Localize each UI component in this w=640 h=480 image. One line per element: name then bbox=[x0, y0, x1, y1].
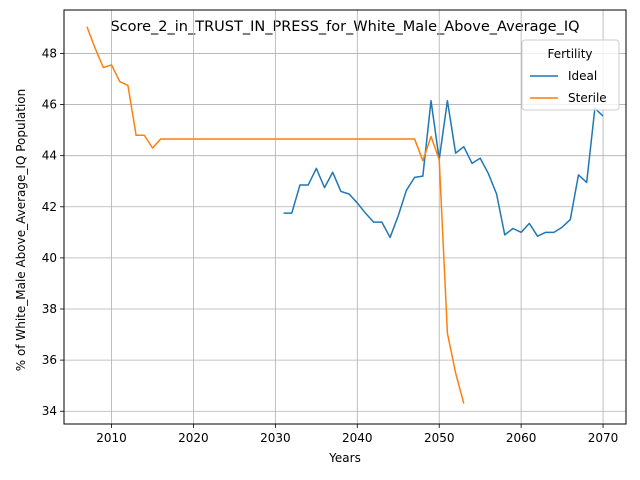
x-tick-label: 2050 bbox=[424, 431, 455, 445]
legend: Fertility Ideal Sterile bbox=[521, 39, 620, 111]
legend-label-ideal: Ideal bbox=[568, 69, 597, 83]
y-tick-label: 38 bbox=[42, 302, 57, 316]
x-tick-label: 2060 bbox=[506, 431, 537, 445]
x-tick-label: 2010 bbox=[96, 431, 127, 445]
y-tick-label: 44 bbox=[42, 149, 57, 163]
y-tick-label: 40 bbox=[42, 251, 57, 265]
x-axis-title: Years bbox=[328, 451, 361, 465]
series-line-ideal bbox=[283, 99, 604, 239]
x-tick-label: 2040 bbox=[342, 431, 373, 445]
series-line-sterile bbox=[86, 26, 465, 404]
legend-label-sterile: Sterile bbox=[568, 91, 607, 105]
x-tick-label: 2070 bbox=[588, 431, 619, 445]
legend-title: Fertility bbox=[547, 47, 592, 61]
legend-box bbox=[521, 39, 620, 111]
x-tick-label: 2030 bbox=[260, 431, 291, 445]
chart-title: Score_2_in_TRUST_IN_PRESS_for_White_Male… bbox=[110, 19, 579, 35]
y-tick-label: 46 bbox=[42, 98, 57, 112]
y-axis-ticks: 34 36 38 40 42 44 46 48 bbox=[42, 46, 64, 418]
y-axis-title: % of White_Male Above_Average_IQ Populat… bbox=[14, 89, 28, 372]
x-tick-label: 2020 bbox=[178, 431, 209, 445]
y-tick-label: 36 bbox=[42, 353, 57, 367]
plot-area-frame bbox=[63, 9, 627, 425]
y-tick-label: 34 bbox=[42, 404, 57, 418]
y-tick-label: 42 bbox=[42, 200, 57, 214]
x-axis-ticks: 2010 2020 2030 2040 2050 2060 2070 bbox=[96, 424, 618, 445]
y-tick-label: 48 bbox=[42, 46, 57, 60]
series-lines bbox=[86, 26, 604, 404]
